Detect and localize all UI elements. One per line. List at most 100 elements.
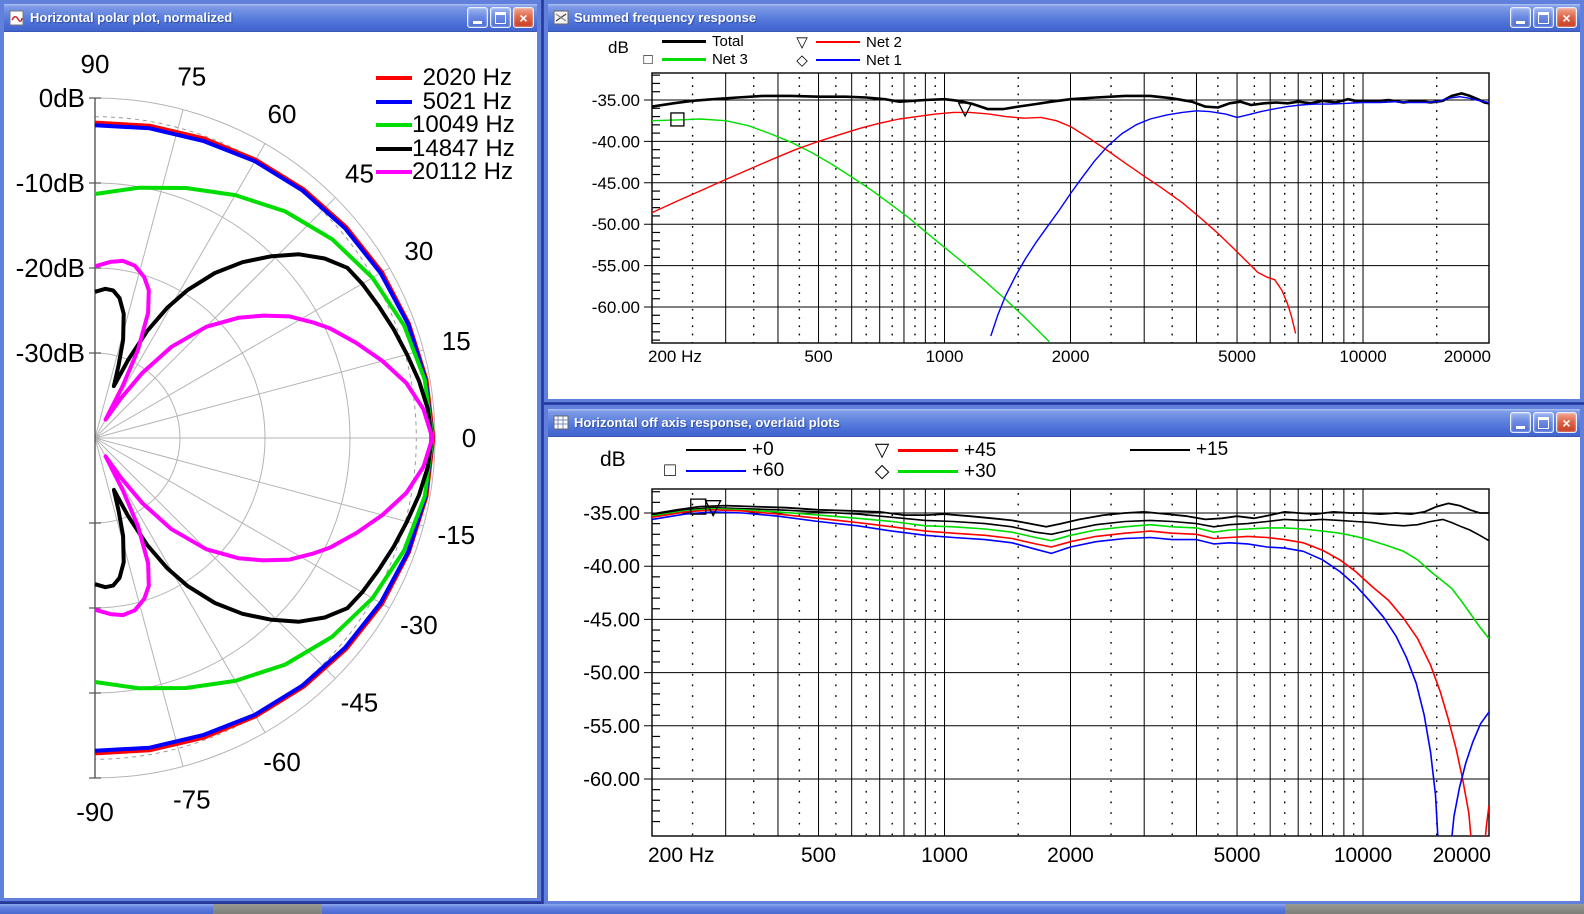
svg-text:200 Hz: 200 Hz <box>648 347 702 366</box>
legend-label: Net 1 <box>866 51 902 69</box>
svg-text:30: 30 <box>404 236 433 266</box>
legend-line-swatch <box>662 40 706 43</box>
svg-text:-35.00: -35.00 <box>583 503 640 525</box>
svg-text:75: 75 <box>177 62 206 92</box>
svg-text:-75: -75 <box>173 784 211 814</box>
svg-text:1000: 1000 <box>926 347 964 366</box>
legend-diamond-symbol-icon: ◇ <box>796 52 808 69</box>
legend-line-swatch <box>898 470 958 473</box>
svg-text:-60.00: -60.00 <box>583 769 640 791</box>
summed-plot-area: dB -35.00 -40.00 -45.00 -50.00 -55.00 -60.00 2… <box>548 32 1580 399</box>
legend-line-swatch <box>662 58 706 61</box>
svg-text:10000: 10000 <box>1334 844 1392 867</box>
legend-triangle-symbol-icon: ▽ <box>796 34 808 51</box>
window-title: Horizontal polar plot, normalized <box>30 10 233 25</box>
close-button[interactable]: × <box>1556 412 1577 433</box>
minimize-button[interactable] <box>1510 7 1531 28</box>
svg-text:-45.00: -45.00 <box>583 609 640 631</box>
svg-text:-30: -30 <box>400 610 438 640</box>
svg-text:0: 0 <box>462 423 476 453</box>
close-icon: × <box>1562 9 1571 26</box>
svg-text:-15: -15 <box>437 520 475 550</box>
minimize-button[interactable] <box>1510 412 1531 433</box>
summed-response-window: Summed frequency response × dB -35.00 -40… <box>544 0 1584 402</box>
legend-label: 5021 Hz <box>422 87 512 115</box>
maximize-button[interactable] <box>490 7 511 28</box>
offaxis-frequency-chart: -35.00 -40.00 -45.00 -50.00 -55.00 -60.00 200 … <box>548 437 1580 901</box>
polar-legend-item: 14847 Hz <box>376 134 515 163</box>
legend-label: Total <box>712 33 744 50</box>
legend-line-swatch <box>816 58 860 62</box>
offaxis-legend-item: +15 <box>1104 439 1228 461</box>
legend-label: +0 <box>752 439 774 460</box>
svg-text:-10dB: -10dB <box>16 168 85 198</box>
polar-plot-window: Horizontal polar plot, normalized × 0dB -… <box>0 0 541 901</box>
summed-legend-item: ▽ Net 2 <box>794 33 902 52</box>
polar-window-icon <box>9 10 25 26</box>
legend-line-swatch <box>816 40 860 44</box>
maximize-icon <box>1538 416 1549 429</box>
offaxis-window-icon <box>553 415 569 431</box>
svg-text:-50.00: -50.00 <box>592 215 640 234</box>
legend-label: 14847 Hz <box>412 134 515 162</box>
offaxis-legend-item: ◇ +30 <box>872 460 997 483</box>
svg-text:0dB: 0dB <box>39 83 85 113</box>
legend-line-swatch <box>376 123 412 127</box>
offaxis-response-window: Horizontal off axis response, overlaid p… <box>544 405 1584 904</box>
polar-legend-item: 20112 Hz <box>376 158 513 186</box>
svg-text:-40.00: -40.00 <box>592 132 640 151</box>
close-icon: × <box>1562 414 1571 431</box>
polar-window-titlebar[interactable]: Horizontal polar plot, normalized × <box>4 4 537 32</box>
legend-line-swatch <box>376 76 412 80</box>
legend-line-swatch <box>376 146 412 151</box>
svg-text:20000: 20000 <box>1444 347 1491 366</box>
legend-line-swatch <box>1130 448 1190 452</box>
minimize-icon <box>473 21 482 24</box>
svg-text:60: 60 <box>268 99 297 129</box>
legend-triangle-symbol-icon: ▽ <box>874 440 890 461</box>
close-button[interactable]: × <box>513 7 534 28</box>
maximize-button[interactable] <box>1533 412 1554 433</box>
svg-text:2000: 2000 <box>1052 347 1090 366</box>
legend-label: +45 <box>964 439 997 461</box>
svg-text:15: 15 <box>442 326 471 356</box>
y-axis-unit-label: dB <box>608 38 629 57</box>
maximize-button[interactable] <box>1533 7 1554 28</box>
offaxis-legend-item: ▽ +45 <box>872 439 997 462</box>
svg-text:5000: 5000 <box>1218 347 1256 366</box>
minimize-button[interactable] <box>467 7 488 28</box>
svg-text:-55.00: -55.00 <box>592 257 640 276</box>
minimize-icon <box>1516 21 1525 24</box>
window-title: Summed frequency response <box>574 10 757 25</box>
offaxis-legend-item: +0 <box>660 439 774 461</box>
svg-text:-45.00: -45.00 <box>592 174 640 193</box>
svg-text:20000: 20000 <box>1433 844 1491 867</box>
svg-text:-30dB: -30dB <box>16 338 85 368</box>
summed-window-titlebar[interactable]: Summed frequency response × <box>548 4 1580 32</box>
legend-line-swatch <box>686 448 746 452</box>
svg-text:-45: -45 <box>341 687 379 717</box>
offaxis-plot-area: dB -35.00 -40.00 -45.00 -50.00 -55.00 -60.00 2… <box>548 437 1580 901</box>
close-button[interactable]: × <box>1556 7 1577 28</box>
legend-square-symbol-icon: □ <box>664 460 676 481</box>
background-window-edge <box>1285 904 1584 914</box>
y-axis-unit-label: dB <box>600 448 626 471</box>
svg-text:-20dB: -20dB <box>16 253 85 283</box>
svg-text:500: 500 <box>804 347 832 366</box>
maximize-icon <box>495 11 506 24</box>
offaxis-legend-item: □ +60 <box>660 460 784 482</box>
background-window-edge <box>213 904 322 914</box>
svg-text:500: 500 <box>801 844 836 867</box>
offaxis-window-titlebar[interactable]: Horizontal off axis response, overlaid p… <box>548 409 1580 437</box>
legend-square-symbol-icon: □ <box>643 51 653 68</box>
svg-text:90: 90 <box>81 49 110 79</box>
legend-line-swatch <box>376 99 412 104</box>
legend-label: +60 <box>752 460 785 481</box>
svg-text:-40.00: -40.00 <box>583 556 640 578</box>
background-windows-strip <box>0 904 1584 914</box>
summed-legend-item: Total <box>640 33 744 50</box>
summed-legend-item: ◇ Net 1 <box>794 51 902 70</box>
polar-legend-item: 10049 Hz <box>376 111 515 139</box>
polar-legend-item: 2020 Hz <box>376 64 512 92</box>
maximize-icon <box>1538 11 1549 24</box>
